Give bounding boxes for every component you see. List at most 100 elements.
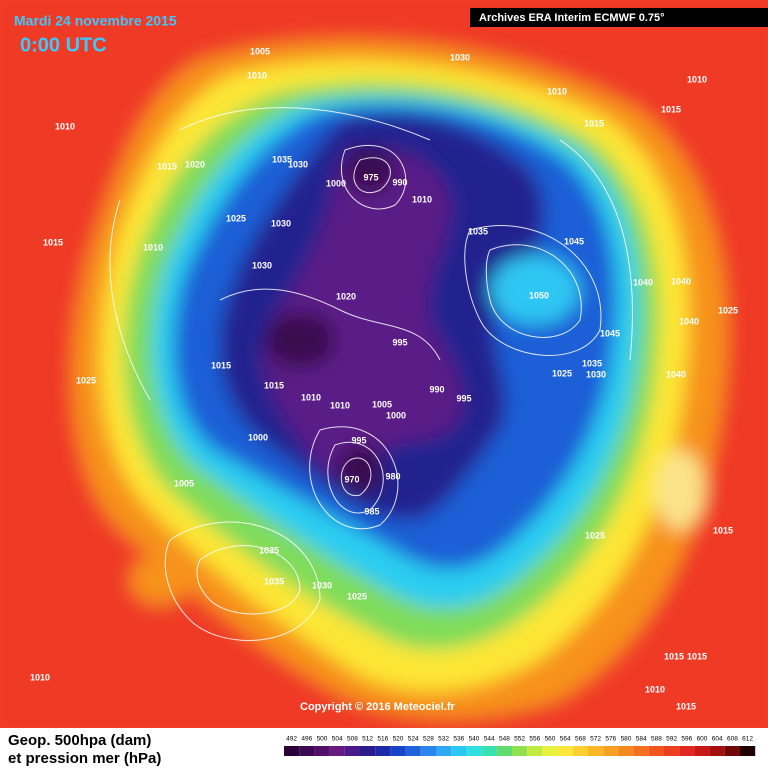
isobar-label: 985 bbox=[364, 506, 379, 516]
isobar-label: 1010 bbox=[547, 86, 567, 96]
isobar-label: 1010 bbox=[247, 70, 267, 80]
colorbar-swatch bbox=[375, 746, 391, 756]
isobar-label: 1015 bbox=[584, 118, 604, 128]
isobar-label: 975 bbox=[363, 172, 378, 182]
colorbar-swatch bbox=[329, 746, 345, 756]
colorbar-label: 552 bbox=[514, 736, 525, 743]
colorbar-swatch bbox=[405, 746, 421, 756]
colorbar-label: 592 bbox=[666, 736, 677, 743]
isobar-label: 995 bbox=[351, 435, 366, 445]
isobar-label: 1005 bbox=[372, 399, 392, 409]
colorbar-swatch bbox=[512, 746, 528, 756]
isobar-labels: 1005 1010 1030 1010 1010 1015 1015 1010 1015 1020… bbox=[30, 46, 738, 711]
colorbar-swatch bbox=[466, 746, 482, 756]
colorbar-swatch bbox=[314, 746, 330, 756]
colorbar-label: 504 bbox=[332, 736, 343, 743]
colorbar-label: 500 bbox=[317, 736, 328, 743]
isobar-label: 1015 bbox=[43, 237, 63, 247]
colorbar-label: 528 bbox=[423, 736, 434, 743]
isobar-label: 1010 bbox=[143, 242, 163, 252]
colorbar-swatch bbox=[542, 746, 558, 756]
colorbar-label: 568 bbox=[575, 736, 586, 743]
colorbar-swatch bbox=[709, 746, 725, 756]
colorbar-label: 524 bbox=[408, 736, 419, 743]
colorbar-label: 600 bbox=[697, 736, 708, 743]
isobar-label: 1025 bbox=[552, 368, 572, 378]
isobar-label: 990 bbox=[392, 177, 407, 187]
isobar-label: 1040 bbox=[671, 276, 691, 286]
isobar-label: 980 bbox=[385, 471, 400, 481]
geopotential-field bbox=[0, 0, 768, 748]
isobar-label: 1035 bbox=[468, 226, 488, 236]
colorbar-label: 540 bbox=[469, 736, 480, 743]
isobar-label: 1020 bbox=[336, 291, 356, 301]
isobar-label: 1025 bbox=[585, 530, 605, 540]
colorbar-swatch bbox=[679, 746, 695, 756]
isobar-label: 1040 bbox=[633, 277, 653, 287]
colorbar-label: 492 bbox=[286, 736, 297, 743]
colorbar-label: 608 bbox=[727, 736, 738, 743]
isobar-label: 1035 bbox=[264, 576, 284, 586]
isobar-label: 1015 bbox=[264, 380, 284, 390]
colorbar-label: 584 bbox=[636, 736, 647, 743]
isobar-label: 1015 bbox=[676, 701, 696, 711]
colorbar-label: 508 bbox=[347, 736, 358, 743]
isobar-label: 1030 bbox=[450, 52, 470, 62]
isobar-label: 1045 bbox=[564, 236, 584, 246]
colorbar-swatch bbox=[481, 746, 497, 756]
colorbar-label: 596 bbox=[681, 736, 692, 743]
colorbar-label: 612 bbox=[742, 736, 753, 743]
colorbar-label: 544 bbox=[484, 736, 495, 743]
colorbar-swatch bbox=[633, 746, 649, 756]
colorbar-swatch bbox=[557, 746, 573, 756]
colorbar-swatch bbox=[496, 746, 512, 756]
colorbar-label: 604 bbox=[712, 736, 723, 743]
colorbar-label: 536 bbox=[453, 736, 464, 743]
isobar-label: 1000 bbox=[248, 432, 268, 442]
isobar-label: 1050 bbox=[529, 290, 549, 300]
colorbar-swatch bbox=[740, 746, 756, 756]
isobar-label: 1005 bbox=[250, 46, 270, 56]
colorbar-swatch bbox=[390, 746, 406, 756]
isobar-label: 1000 bbox=[326, 178, 346, 188]
isobar-label: 1025 bbox=[76, 375, 96, 385]
colorbar-label: 580 bbox=[621, 736, 632, 743]
isobar-label: 1010 bbox=[301, 392, 321, 402]
isobar-label: 1010 bbox=[412, 194, 432, 204]
isobar-label: 970 bbox=[344, 474, 359, 484]
colorbar-label: 572 bbox=[590, 736, 601, 743]
colorbar-label: 496 bbox=[301, 736, 312, 743]
isobar-label: 1015 bbox=[157, 161, 177, 171]
isobar-label: 1025 bbox=[347, 591, 367, 601]
copyright: Copyright © 2016 Meteociel.fr bbox=[300, 701, 456, 713]
colorbar-label: 532 bbox=[438, 736, 449, 743]
isobar-label: 990 bbox=[429, 384, 444, 394]
colorbar-label: 548 bbox=[499, 736, 510, 743]
colorbar-swatch bbox=[420, 746, 436, 756]
colorbar-label: 556 bbox=[529, 736, 540, 743]
colorbar-label: 564 bbox=[560, 736, 571, 743]
isobar-label: 1000 bbox=[386, 410, 406, 420]
source-box bbox=[470, 8, 768, 27]
colorbar-label: 520 bbox=[393, 736, 404, 743]
map-date: Mardi 24 novembre 2015 bbox=[14, 13, 177, 29]
isobar-label: 1015 bbox=[661, 104, 681, 114]
isobar-label: 1030 bbox=[271, 218, 291, 228]
isobar-label: 1045 bbox=[600, 328, 620, 338]
isobar-label: 1005 bbox=[174, 478, 194, 488]
colorbar-label: 576 bbox=[605, 736, 616, 743]
map-time: 0:00 UTC bbox=[20, 34, 107, 56]
colorbar-swatch bbox=[618, 746, 634, 756]
isobar-label: 1030 bbox=[288, 159, 308, 169]
legend-title: Geop. 500hpa (dam) bbox=[8, 732, 151, 749]
isobar-label: 1010 bbox=[645, 684, 665, 694]
isobar-label: 1010 bbox=[330, 400, 350, 410]
colorbar-swatch bbox=[527, 746, 543, 756]
legend-subtitle: et pression mer (hPa) bbox=[8, 750, 161, 767]
isobar-label: 1030 bbox=[252, 260, 272, 270]
isobar-label: 1010 bbox=[687, 74, 707, 84]
isobar-label: 1040 bbox=[666, 369, 686, 379]
isobar-label: 1015 bbox=[713, 525, 733, 535]
